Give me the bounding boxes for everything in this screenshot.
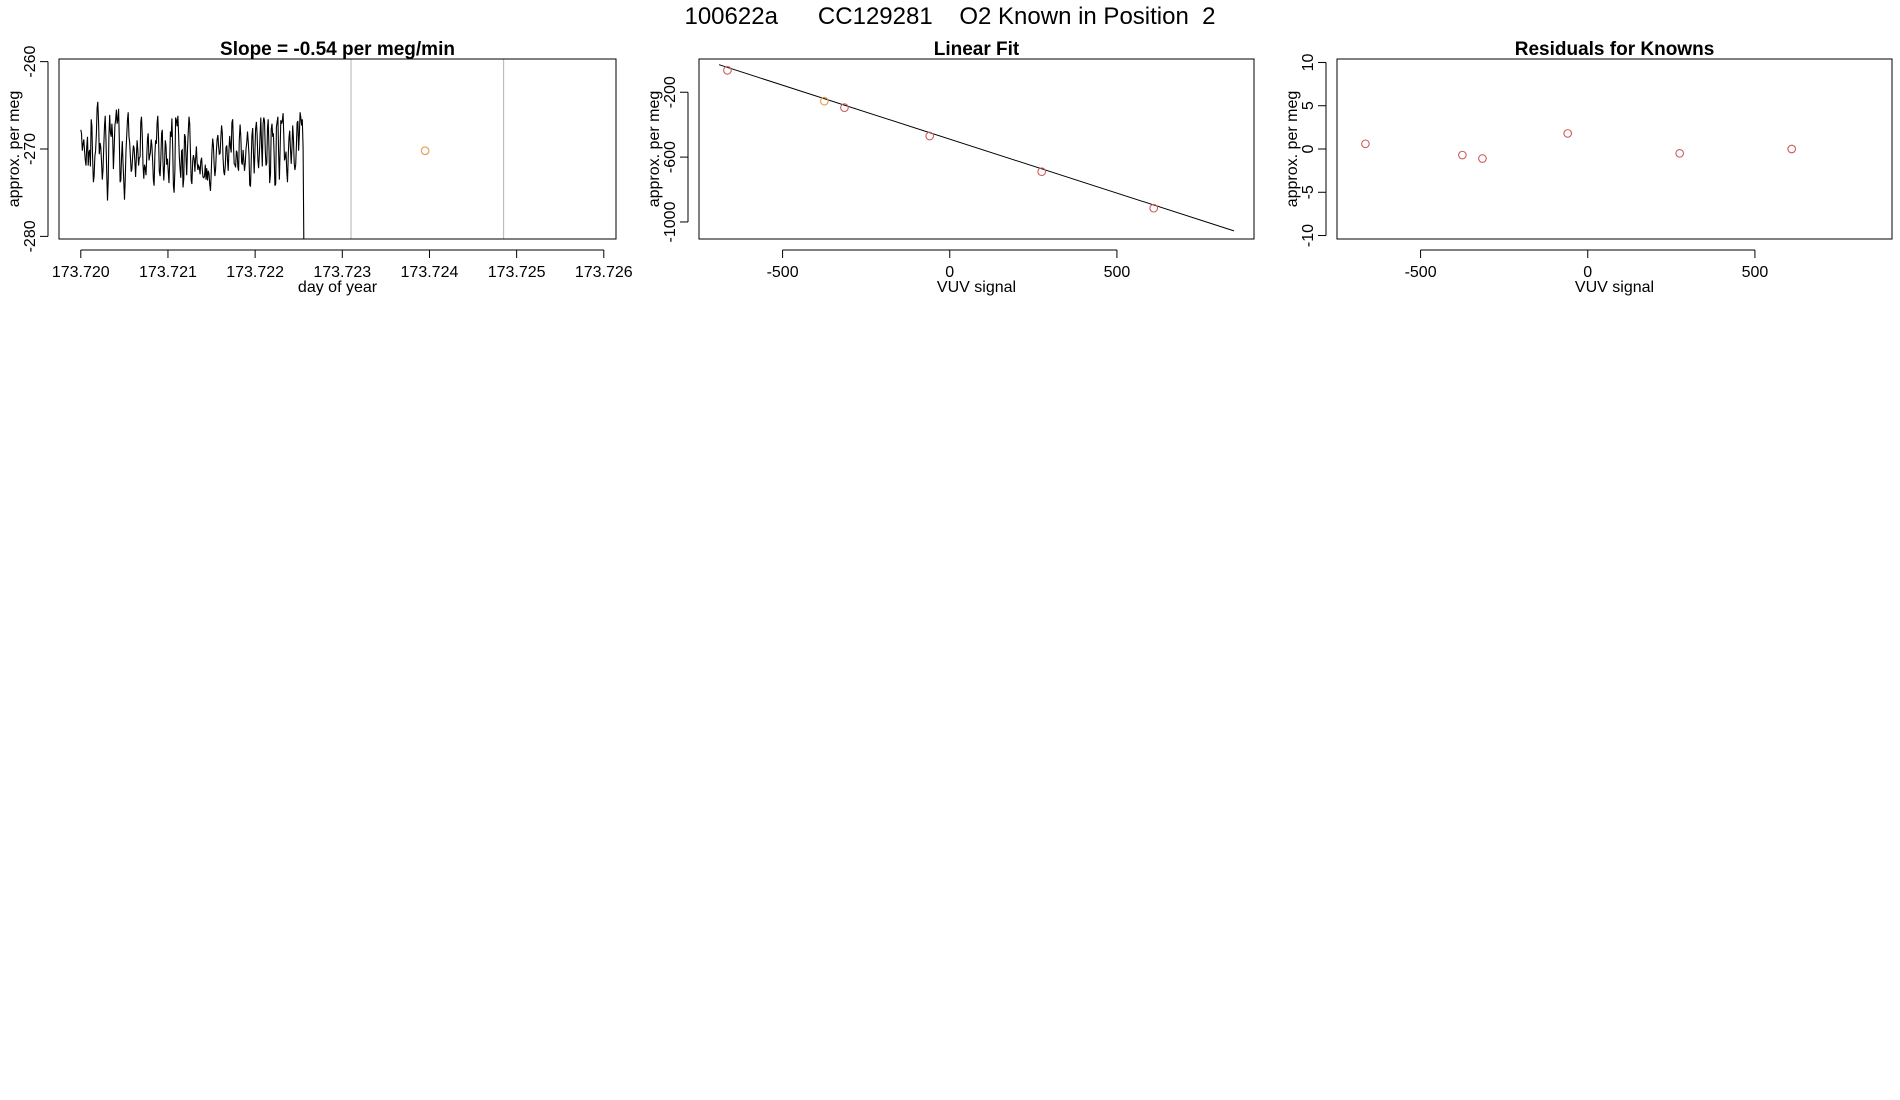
y-axis-label: approx. per meg [1284,91,1301,208]
y-tick-label: -1000 [662,201,679,242]
x-tick-label: 173.720 [52,264,110,281]
plot-area [80,59,505,239]
x-tick-label: 173.722 [226,264,284,281]
y-axis-label: approx. per meg [646,91,663,208]
plot-frame [698,58,1255,240]
page-title: 100622a CC129281 O2 Known in Position 2 [684,3,1216,30]
x-axis-label: VUV signal [937,279,1016,296]
y-tick-label: -260 [22,46,39,78]
highlight-point [420,146,430,156]
y-tick-label: -5 [1300,185,1317,199]
data-point [1361,139,1370,149]
data-point [1675,148,1685,158]
panel-3 [1318,58,1893,258]
x-tick-label: 173.721 [139,264,197,281]
data-point [1787,144,1797,154]
x-tick-label: 173.726 [575,264,633,281]
data-point [1458,150,1467,160]
x-tick-label: 500 [1742,264,1769,281]
data-point [1478,154,1487,163]
y-tick-label: -200 [662,76,679,108]
data-point [925,131,935,141]
x-tick-label: 173.724 [401,264,459,281]
x-tick-label: 500 [1104,264,1131,281]
x-axis-label: day of year [298,279,378,296]
y-tick-label: -270 [22,133,39,165]
y-axis-label: approx. per meg [6,91,23,208]
x-tick-label: -500 [767,264,799,281]
data-point [1149,203,1159,213]
data-point [723,66,732,75]
x-tick-label: 0 [1583,264,1592,281]
plot-frame [1336,58,1893,240]
x-tick-label: 173.725 [488,264,546,281]
y-tick-label: 5 [1300,101,1317,110]
data-point [1037,167,1047,177]
data-point [820,96,829,106]
plot-frame [58,58,617,240]
y-tick-label: 10 [1300,53,1317,71]
fit-line [718,64,1235,232]
x-tick-label: 173.723 [313,264,371,281]
x-tick-label: -500 [1405,264,1437,281]
panel-1 [40,58,617,258]
plot-area [718,64,1235,232]
panel-title: Residuals for Knowns [1515,39,1715,60]
y-tick-label: -10 [1300,224,1317,247]
data-point [840,103,849,112]
panel-title: Linear Fit [934,39,1020,60]
y-tick-label: -280 [22,220,39,252]
plot-area [1361,129,1797,163]
y-tick-label: 0 [1300,144,1317,153]
x-tick-label: 0 [945,264,954,281]
panel-2 [680,58,1255,258]
y-tick-label: -600 [662,141,679,173]
x-axis-label: VUV signal [1575,279,1654,296]
series-line [80,101,305,239]
data-point [1563,129,1573,138]
panel-title: Slope = -0.54 per meg/min [220,39,455,60]
